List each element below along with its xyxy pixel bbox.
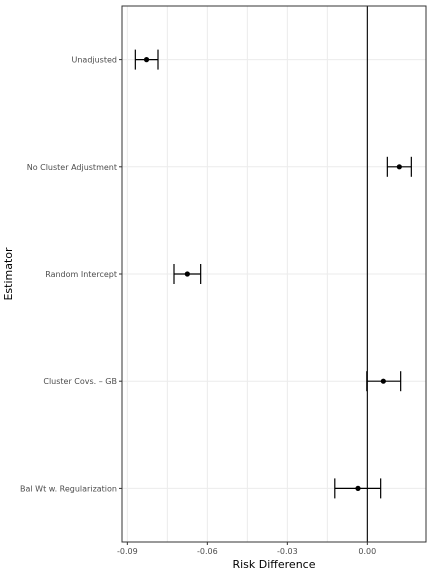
y-axis: Unadjusted No Cluster Adjustment Random In… <box>20 56 122 493</box>
x-axis: -0.09 -0.06 -0.03 0.00 <box>117 542 376 556</box>
y-axis-title: Estimator <box>2 247 15 301</box>
y-tick-label: Bal Wt w. Regularization <box>20 484 117 493</box>
point-estimate <box>396 164 402 170</box>
x-axis-title: Risk Difference <box>232 558 315 571</box>
y-tick-label: Random Intercept <box>45 270 117 279</box>
estimate-4 <box>334 478 382 499</box>
error-bars <box>134 49 412 499</box>
point-estimate <box>184 271 190 277</box>
y-tick-label: No Cluster Adjustment <box>27 163 117 172</box>
y-tick-label: Cluster Covs. – GB <box>43 377 117 386</box>
gridlines <box>122 6 426 542</box>
x-tick-label: -0.09 <box>117 547 138 556</box>
x-tick-label: 0.00 <box>358 547 376 556</box>
point-estimate <box>355 485 361 491</box>
x-tick-label: -0.03 <box>277 547 298 556</box>
point-estimate <box>143 57 150 63</box>
point-estimate <box>380 378 386 384</box>
x-tick-label: -0.06 <box>197 547 218 556</box>
estimate-3 <box>366 371 402 392</box>
estimate-2 <box>173 264 202 284</box>
estimate-0 <box>134 49 159 70</box>
estimate-1 <box>386 156 412 177</box>
y-tick-label: Unadjusted <box>71 56 117 65</box>
